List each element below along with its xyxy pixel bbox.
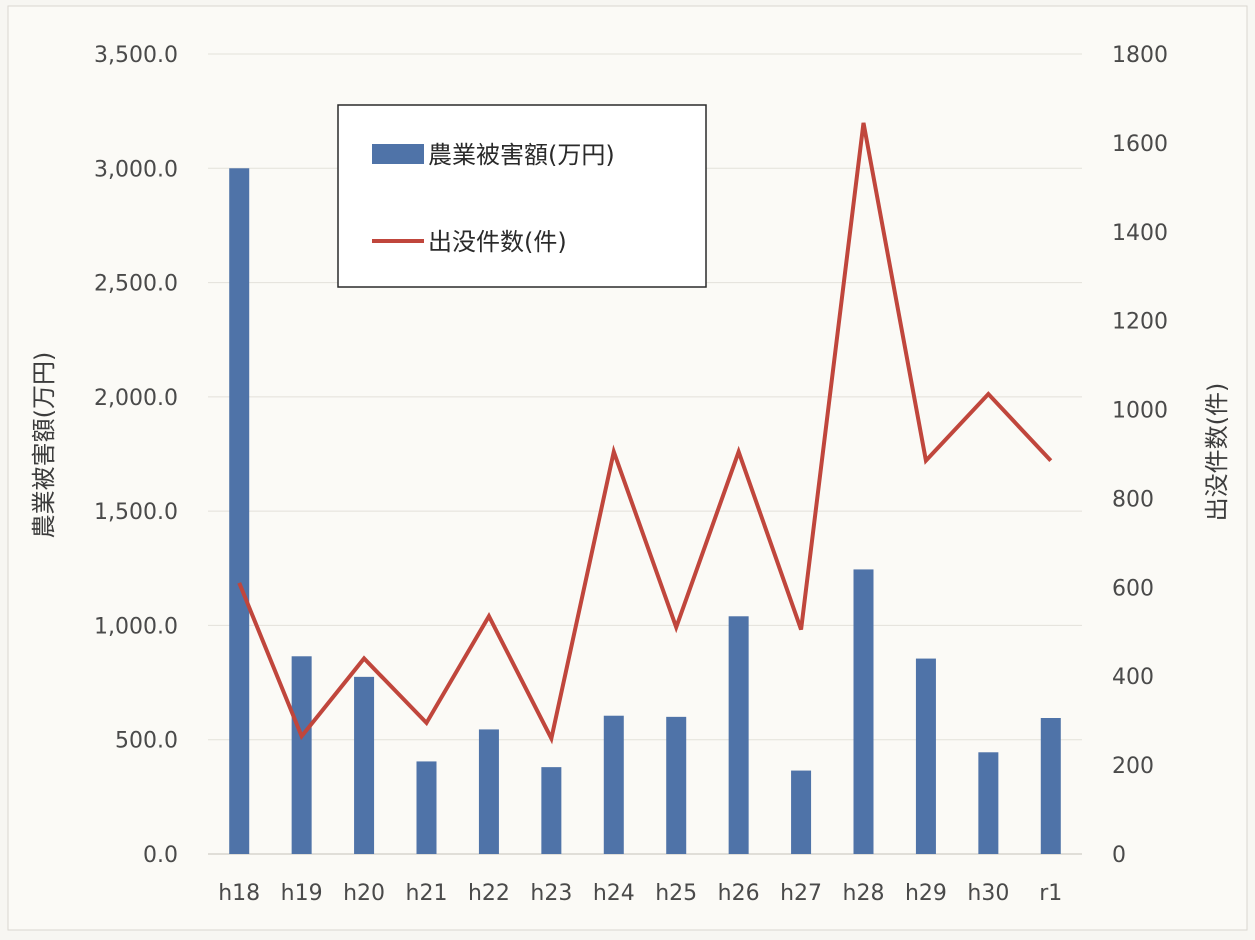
bar	[229, 168, 250, 855]
bar	[603, 715, 624, 854]
right-axis-title: 出没件数(件)	[1203, 383, 1231, 522]
bar	[354, 676, 375, 854]
legend-box	[337, 104, 707, 288]
x-axis-tick-label: h22	[468, 881, 510, 906]
left-axis-tick-label: 1,000.0	[94, 614, 178, 639]
x-axis-tick-label: h27	[780, 881, 822, 906]
legend: 農業被害額(万円) 出没件数(件)	[337, 104, 707, 288]
x-axis-tick-label: h20	[343, 881, 385, 906]
right-axis-tick-label: 600	[1112, 576, 1154, 601]
left-axis-tick-label: 3,000.0	[94, 157, 178, 182]
series-line	[237, 122, 1053, 745]
bar	[416, 761, 437, 854]
x-axis-tick-label: h29	[905, 881, 947, 906]
right-axis-tick-label: 1400	[1112, 221, 1168, 246]
x-axis-tick-label: h18	[218, 881, 260, 906]
right-axis-tick-label: 0	[1112, 843, 1126, 868]
x-axis-tick-label: h21	[406, 881, 448, 906]
bar	[853, 569, 874, 854]
legend-line-label: 出没件数(件)	[428, 228, 567, 256]
right-axis-ticks: 0 200 400 600 800 1000 1200 1400 1600 1800	[1112, 43, 1168, 868]
bar	[291, 656, 312, 854]
x-axis-tick-label: h23	[530, 881, 572, 906]
left-axis-title: 農業被害額(万円)	[30, 352, 58, 539]
left-axis-tick-label: 1,500.0	[94, 500, 178, 525]
x-axis-tick-label: h30	[967, 881, 1009, 906]
line-series	[237, 122, 1053, 745]
right-axis-tick-label: 200	[1112, 754, 1154, 779]
bar	[541, 767, 562, 854]
x-axis-tick-label: h28	[843, 881, 885, 906]
x-axis-tick-label: h26	[718, 881, 760, 906]
left-axis-tick-label: 0.0	[143, 843, 178, 868]
bar	[478, 729, 499, 854]
bar	[978, 752, 999, 854]
x-axis-tick-label: h24	[593, 881, 635, 906]
left-axis-ticks: 0.0 500.0 1,000.0 1,500.0 2,000.0 2,500.0 3,00…	[94, 43, 178, 868]
right-axis-tick-label: 800	[1112, 487, 1154, 512]
right-axis-tick-label: 1200	[1112, 310, 1168, 335]
x-axis-tick-label: h19	[281, 881, 323, 906]
bar	[915, 658, 936, 854]
right-axis-tick-label: 1000	[1112, 399, 1168, 424]
right-axis-tick-label: 400	[1112, 665, 1154, 690]
bar-series	[229, 168, 1061, 855]
left-axis-tick-label: 500.0	[115, 729, 178, 754]
legend-bar-label: 農業被害額(万円)	[428, 141, 615, 169]
right-axis-tick-label: 1600	[1112, 132, 1168, 157]
bar	[666, 716, 687, 854]
legend-bar-swatch	[372, 144, 424, 164]
left-axis-tick-label: 2,000.0	[94, 386, 178, 411]
bar	[791, 770, 812, 854]
right-axis-tick-label: 1800	[1112, 43, 1168, 68]
x-axis-tick-label: h25	[655, 881, 697, 906]
left-axis-tick-label: 3,500.0	[94, 43, 178, 68]
bar	[1040, 718, 1061, 854]
x-axis-ticks: h18 h19 h20 h21 h22 h23 h24 h25 h26 h27 h28 h29 h30 r…	[218, 881, 1062, 906]
x-axis-tick-label: r1	[1039, 881, 1062, 906]
bar	[728, 616, 749, 854]
left-axis-tick-label: 2,500.0	[94, 272, 178, 297]
